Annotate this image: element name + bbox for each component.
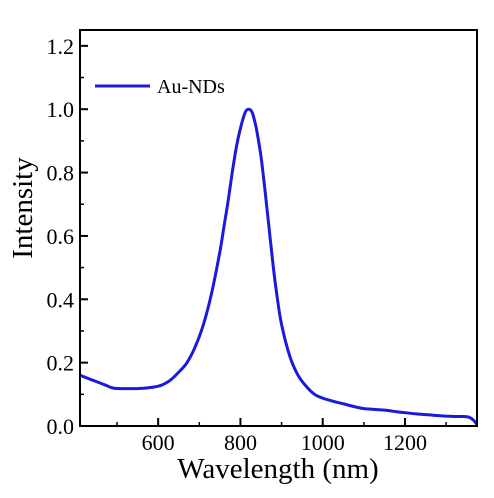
- legend-label: Au-NDs: [157, 76, 225, 98]
- y-axis-title: Intensity: [7, 157, 39, 259]
- x-axis-ticks: 600 800 1000 1200: [116, 418, 447, 455]
- y-tick-label: 0.4: [47, 287, 75, 312]
- y-axis-ticks: 0.0 0.2 0.4 0.6 0.8 1.0 1.2: [47, 34, 88, 439]
- y-tick-label: 0.8: [47, 161, 75, 186]
- x-axis-title: Wavelength (nm): [177, 453, 378, 485]
- plot-frame: [79, 29, 478, 427]
- x-tick-label: 1200: [383, 430, 427, 455]
- x-tick-label: 1000: [301, 430, 345, 455]
- y-tick-label: 0.6: [47, 224, 75, 249]
- legend: Au-NDs: [95, 76, 225, 98]
- y-tick-label: 0.0: [47, 414, 75, 439]
- x-tick-label: 600: [142, 430, 175, 455]
- y-tick-label: 1.0: [47, 97, 75, 122]
- series-line-au-nds: [80, 107, 477, 426]
- y-tick-label: 0.2: [47, 351, 75, 376]
- x-tick-label: 800: [224, 430, 257, 455]
- y-tick-label: 1.2: [47, 34, 75, 59]
